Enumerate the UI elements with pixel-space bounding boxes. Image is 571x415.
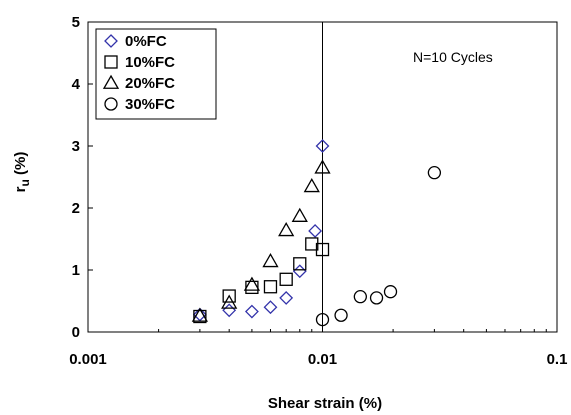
legend-marker-square (104, 55, 118, 69)
cycles-annotation: N=10 Cycles (413, 49, 493, 65)
y-tick-label: 0 (72, 324, 80, 341)
data-point-square (222, 289, 236, 303)
y-tick-label: 3 (72, 138, 80, 155)
data-point-triangle (314, 159, 331, 174)
data-point-triangle (303, 177, 320, 193)
legend-box (95, 28, 217, 120)
x-tick-label: 0.01 (308, 351, 337, 368)
data-point-circle (353, 290, 367, 304)
legend-label: 10%FC (125, 54, 175, 71)
x-axis-title: Shear strain (%) (268, 395, 382, 412)
data-point-square (263, 280, 278, 294)
y-tick-label: 1 (72, 262, 80, 279)
data-point-diamond (279, 290, 294, 305)
data-point-triangle (291, 207, 308, 222)
legend-marker-triangle (102, 74, 120, 89)
data-point-circle (427, 166, 442, 180)
x-tick-label: 0.001 (69, 351, 107, 368)
data-point-triangle (262, 253, 279, 268)
data-point-triangle (243, 276, 261, 291)
y-tick-label: 5 (72, 14, 80, 31)
data-point-triangle (191, 307, 209, 322)
data-point-circle (334, 308, 348, 322)
data-point-diamond (263, 300, 278, 315)
legend-label: 20%FC (125, 75, 175, 92)
data-point-square (193, 309, 207, 324)
y-axis-title: ru (%) (12, 152, 32, 193)
svg-text:ru (%): ru (%) (12, 152, 32, 193)
data-point-triangle (278, 222, 295, 237)
y-axis-title-tail: (%) (12, 152, 29, 180)
data-point-square (245, 280, 259, 295)
legend-marker-diamond (104, 34, 118, 48)
data-point-circle (369, 291, 384, 305)
data-point-circle (315, 312, 330, 327)
data-point-diamond (308, 224, 323, 238)
y-axis-title-sub: u (18, 179, 32, 186)
data-point-diamond (222, 303, 237, 318)
data-point-diamond (292, 264, 307, 279)
x-tick-label: 0.1 (547, 351, 568, 368)
legend-marker-circle (104, 97, 118, 111)
data-point-diamond (244, 304, 259, 319)
data-point-circle (383, 285, 398, 299)
plot-layer: 0 1 2 3 4 5 0.001 0.01 0.1 0%FC 10%FC 20%FC 30%FC (69, 14, 567, 368)
data-point-triangle (221, 294, 238, 309)
legend-label: 0%FC (125, 33, 167, 50)
legend: 0%FC 10%FC 20%FC 30%FC (95, 28, 217, 120)
data-point-square (293, 257, 307, 271)
y-axis-title-main: r (12, 186, 29, 192)
data-point-diamond (315, 139, 330, 153)
data-point-square (315, 242, 330, 257)
y-tick-label: 2 (72, 200, 80, 217)
data-point-square (279, 272, 293, 286)
legend-label: 30%FC (125, 96, 175, 113)
y-tick-label: 4 (72, 76, 81, 93)
